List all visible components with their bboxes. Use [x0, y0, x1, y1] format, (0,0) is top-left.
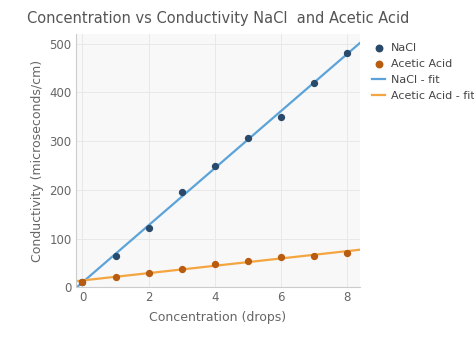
- Point: [112, 274, 119, 279]
- Point: [178, 267, 185, 272]
- Point: [244, 259, 252, 264]
- Point: [145, 270, 152, 275]
- Point: [211, 262, 219, 267]
- Title: Concentration vs Conductivity NaCl  and Acetic Acid: Concentration vs Conductivity NaCl and A…: [27, 11, 409, 26]
- Point: [79, 280, 86, 285]
- Point: [244, 135, 252, 140]
- Point: [79, 280, 86, 285]
- X-axis label: Concentration (drops): Concentration (drops): [149, 311, 287, 324]
- Point: [277, 254, 285, 259]
- Point: [343, 51, 351, 56]
- Point: [310, 253, 318, 258]
- Y-axis label: Conductivity (microseconds/cm): Conductivity (microseconds/cm): [31, 59, 44, 262]
- Point: [211, 164, 219, 169]
- Point: [343, 250, 351, 256]
- Point: [145, 225, 152, 231]
- Legend: NaCl, Acetic Acid, NaCl - fit, Acetic Acid - fit: NaCl, Acetic Acid, NaCl - fit, Acetic Ac…: [369, 39, 474, 104]
- Point: [178, 189, 185, 194]
- Point: [277, 114, 285, 119]
- Point: [310, 80, 318, 85]
- Point: [112, 253, 119, 258]
